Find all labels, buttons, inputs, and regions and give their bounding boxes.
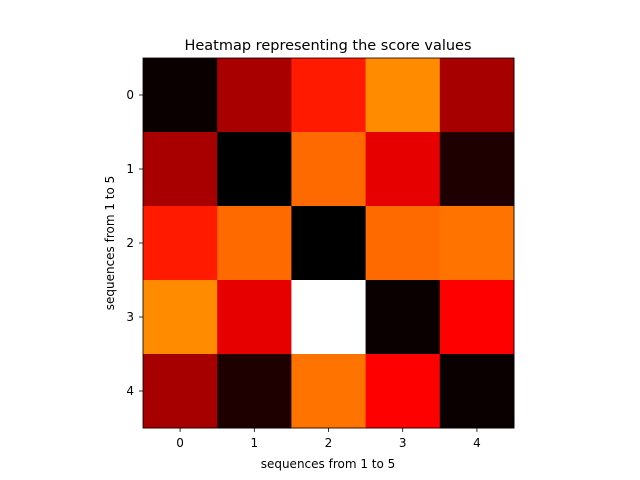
x-tick-label: 3 [399,436,407,450]
heatmap-cell-r2-c0 [143,206,218,281]
heatmap-cell-r1-c4 [439,132,515,207]
y-tick-label: 1 [126,162,134,176]
heatmap-cell-r1-c3 [365,132,441,207]
heatmap-cell-r3-c4 [439,280,515,355]
chart-title: Heatmap representing the score values [184,38,471,54]
heatmap-cell-r0-c0 [143,58,218,133]
y-axis-ticks: 0 1 2 3 4 [126,88,143,398]
heatmap-cell-r1-c1 [217,132,292,207]
x-tick-label: 0 [176,436,184,450]
heatmap-cell-r0-c1 [217,58,292,133]
heatmap-cell-r1-c2 [291,132,367,207]
heatmap-cell-r2-c2 [291,206,367,281]
x-tick-label: 1 [250,436,258,450]
heatmap-cell-r2-c1 [217,206,292,281]
x-tick-label: 4 [473,436,481,450]
y-tick-label: 3 [126,310,134,324]
heatmap-cell-r0-c2 [291,58,367,133]
heatmap-cell-r4-c4 [439,354,515,429]
heatmap-cell-r4-c3 [365,354,441,429]
y-tick-label: 2 [126,236,134,250]
heatmap-cell-r3-c0 [143,280,218,355]
y-axis-label: sequences from 1 to 5 [103,176,117,311]
heatmap-cell-r1-c0 [143,132,218,207]
heatmap-cell-r0-c4 [439,58,515,133]
heatmap-cell-r4-c1 [217,354,292,429]
heatmap-cell-r0-c3 [365,58,441,133]
heatmap-cell-r2-c3 [365,206,441,281]
heatmap-cell-r3-c3 [365,280,441,355]
heatmap-cell-r3-c1 [217,280,292,355]
y-tick-label: 4 [126,384,134,398]
x-axis-ticks: 0 1 2 3 4 [176,428,481,450]
heatmap-cells [143,58,515,429]
heatmap-cell-r2-c4 [439,206,515,281]
heatmap-cell-r3-c2 [291,280,367,355]
x-axis-label: sequences from 1 to 5 [261,457,396,471]
heatmap-cell-r4-c2 [291,354,367,429]
x-tick-label: 2 [325,436,333,450]
y-tick-label: 0 [126,88,134,102]
heatmap-cell-r4-c0 [143,354,218,429]
